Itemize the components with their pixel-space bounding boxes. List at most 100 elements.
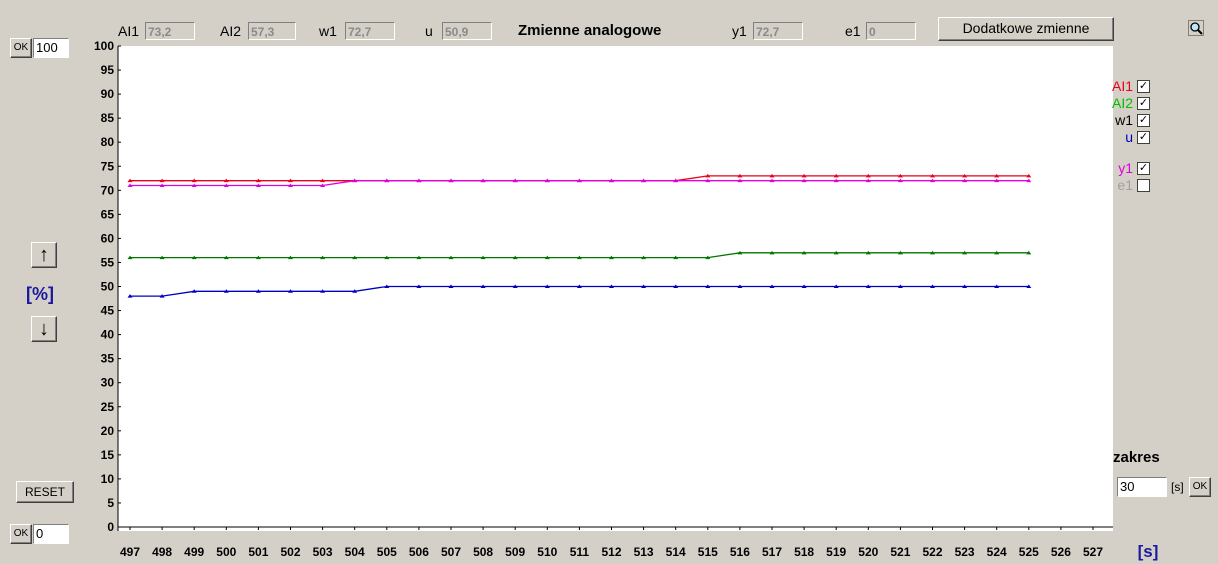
x-tick-label: 521 bbox=[890, 545, 910, 559]
data-point bbox=[288, 255, 293, 260]
data-point bbox=[576, 284, 582, 288]
legend-item-w1[interactable]: w1 ✓ bbox=[1115, 112, 1150, 128]
data-point bbox=[191, 255, 197, 260]
data-point bbox=[673, 255, 679, 260]
data-point bbox=[609, 178, 614, 183]
data-point bbox=[320, 183, 326, 187]
data-point bbox=[641, 284, 647, 288]
data-point bbox=[962, 173, 968, 178]
ymax-input[interactable]: 100 bbox=[33, 38, 69, 58]
data-point bbox=[448, 255, 454, 260]
x-tick-label: 497 bbox=[120, 545, 140, 559]
x-tick-label: 525 bbox=[1019, 545, 1039, 559]
ymin-input[interactable]: 0 bbox=[33, 524, 69, 544]
ai1-value: 73,2 bbox=[145, 22, 195, 40]
x-tick-label: 508 bbox=[473, 545, 493, 559]
data-point bbox=[609, 255, 614, 260]
w1-value: 72,7 bbox=[345, 22, 395, 40]
x-tick-label: 509 bbox=[505, 545, 525, 559]
data-point bbox=[930, 173, 935, 178]
data-point bbox=[737, 250, 743, 255]
data-point bbox=[705, 284, 711, 288]
data-point bbox=[352, 255, 358, 260]
reset-button[interactable]: RESET bbox=[16, 481, 74, 503]
legend-item-u[interactable]: u ✓ bbox=[1125, 129, 1150, 145]
magnifier-icon[interactable] bbox=[1188, 20, 1204, 36]
data-point bbox=[1026, 178, 1032, 183]
data-point bbox=[576, 178, 582, 183]
data-point bbox=[801, 173, 807, 178]
y-tick-label: 65 bbox=[101, 207, 115, 221]
data-point bbox=[801, 284, 807, 288]
x-tick-label: 513 bbox=[634, 545, 654, 559]
data-point bbox=[769, 284, 775, 288]
data-point bbox=[512, 284, 518, 288]
legend-checkbox[interactable]: ✓ bbox=[1137, 161, 1150, 175]
data-point bbox=[801, 178, 807, 183]
x-tick-label: 512 bbox=[601, 545, 621, 559]
data-point bbox=[576, 255, 582, 260]
ai2-label: AI2 bbox=[220, 23, 242, 39]
legend-item-y1[interactable]: y1 ✓ bbox=[1118, 160, 1150, 176]
x-tick-label: 505 bbox=[377, 545, 397, 559]
data-point bbox=[544, 178, 550, 183]
legend-item-ai2[interactable]: AI2 ✓ bbox=[1112, 95, 1150, 111]
x-tick-label: 522 bbox=[922, 545, 942, 559]
data-point bbox=[448, 178, 454, 183]
data-point bbox=[191, 178, 197, 183]
data-point bbox=[384, 255, 390, 260]
legend-checkbox[interactable] bbox=[1137, 178, 1150, 192]
x-tick-label: 504 bbox=[345, 545, 365, 559]
range-label: zakres bbox=[1113, 449, 1160, 466]
data-point bbox=[127, 255, 133, 260]
legend-checkbox[interactable]: ✓ bbox=[1137, 96, 1150, 110]
legend-item-ai1[interactable]: AI1 ✓ bbox=[1112, 78, 1150, 94]
data-point bbox=[384, 284, 390, 288]
data-point bbox=[127, 183, 133, 187]
scale-up-button[interactable]: ↑ bbox=[31, 242, 57, 268]
data-point bbox=[1026, 250, 1032, 255]
data-point bbox=[994, 250, 1000, 255]
data-point bbox=[288, 178, 293, 183]
legend-checkbox[interactable]: ✓ bbox=[1137, 79, 1150, 93]
data-point bbox=[769, 173, 775, 178]
legend-item-e1[interactable]: e1 bbox=[1117, 177, 1150, 193]
range-input[interactable]: 30 bbox=[1117, 477, 1167, 497]
legend-label: u bbox=[1125, 129, 1133, 145]
u-value: 50,9 bbox=[442, 22, 492, 40]
data-point bbox=[609, 284, 614, 288]
x-tick-label: 526 bbox=[1051, 545, 1071, 559]
data-point bbox=[416, 178, 422, 183]
legend-checkbox[interactable]: ✓ bbox=[1137, 130, 1150, 144]
ymax-ok-button[interactable]: OK bbox=[10, 38, 32, 58]
ymin-ok-button[interactable]: OK bbox=[10, 524, 32, 544]
legend-checkbox[interactable]: ✓ bbox=[1137, 113, 1150, 127]
data-point bbox=[641, 255, 647, 260]
data-point bbox=[191, 289, 197, 293]
arrow-up-icon: ↑ bbox=[39, 244, 49, 266]
x-tick-label: 524 bbox=[987, 545, 1007, 559]
series-ai2 bbox=[127, 250, 1032, 260]
data-point bbox=[288, 183, 293, 187]
range-unit: [s] bbox=[1171, 480, 1184, 494]
additional-variables-button[interactable]: Dodatkowe zmienne bbox=[938, 17, 1114, 41]
x-tick-label: 510 bbox=[537, 545, 557, 559]
scale-down-button[interactable]: ↓ bbox=[31, 316, 57, 342]
y-tick-label: 100 bbox=[94, 39, 114, 53]
data-point bbox=[480, 178, 486, 183]
range-ok-button[interactable]: OK bbox=[1189, 477, 1211, 497]
data-point bbox=[288, 289, 293, 293]
data-point bbox=[994, 284, 1000, 288]
y1-label: y1 bbox=[732, 23, 747, 39]
w1-label: w1 bbox=[319, 23, 337, 39]
data-point bbox=[962, 178, 968, 183]
y-tick-label: 55 bbox=[101, 255, 115, 269]
x-tick-label: 517 bbox=[762, 545, 782, 559]
legend-label: AI2 bbox=[1111, 95, 1133, 111]
data-point bbox=[962, 250, 968, 255]
data-point bbox=[897, 178, 903, 183]
y-tick-label: 20 bbox=[101, 424, 115, 438]
y-tick-label: 0 bbox=[107, 520, 114, 534]
data-point bbox=[255, 183, 261, 187]
